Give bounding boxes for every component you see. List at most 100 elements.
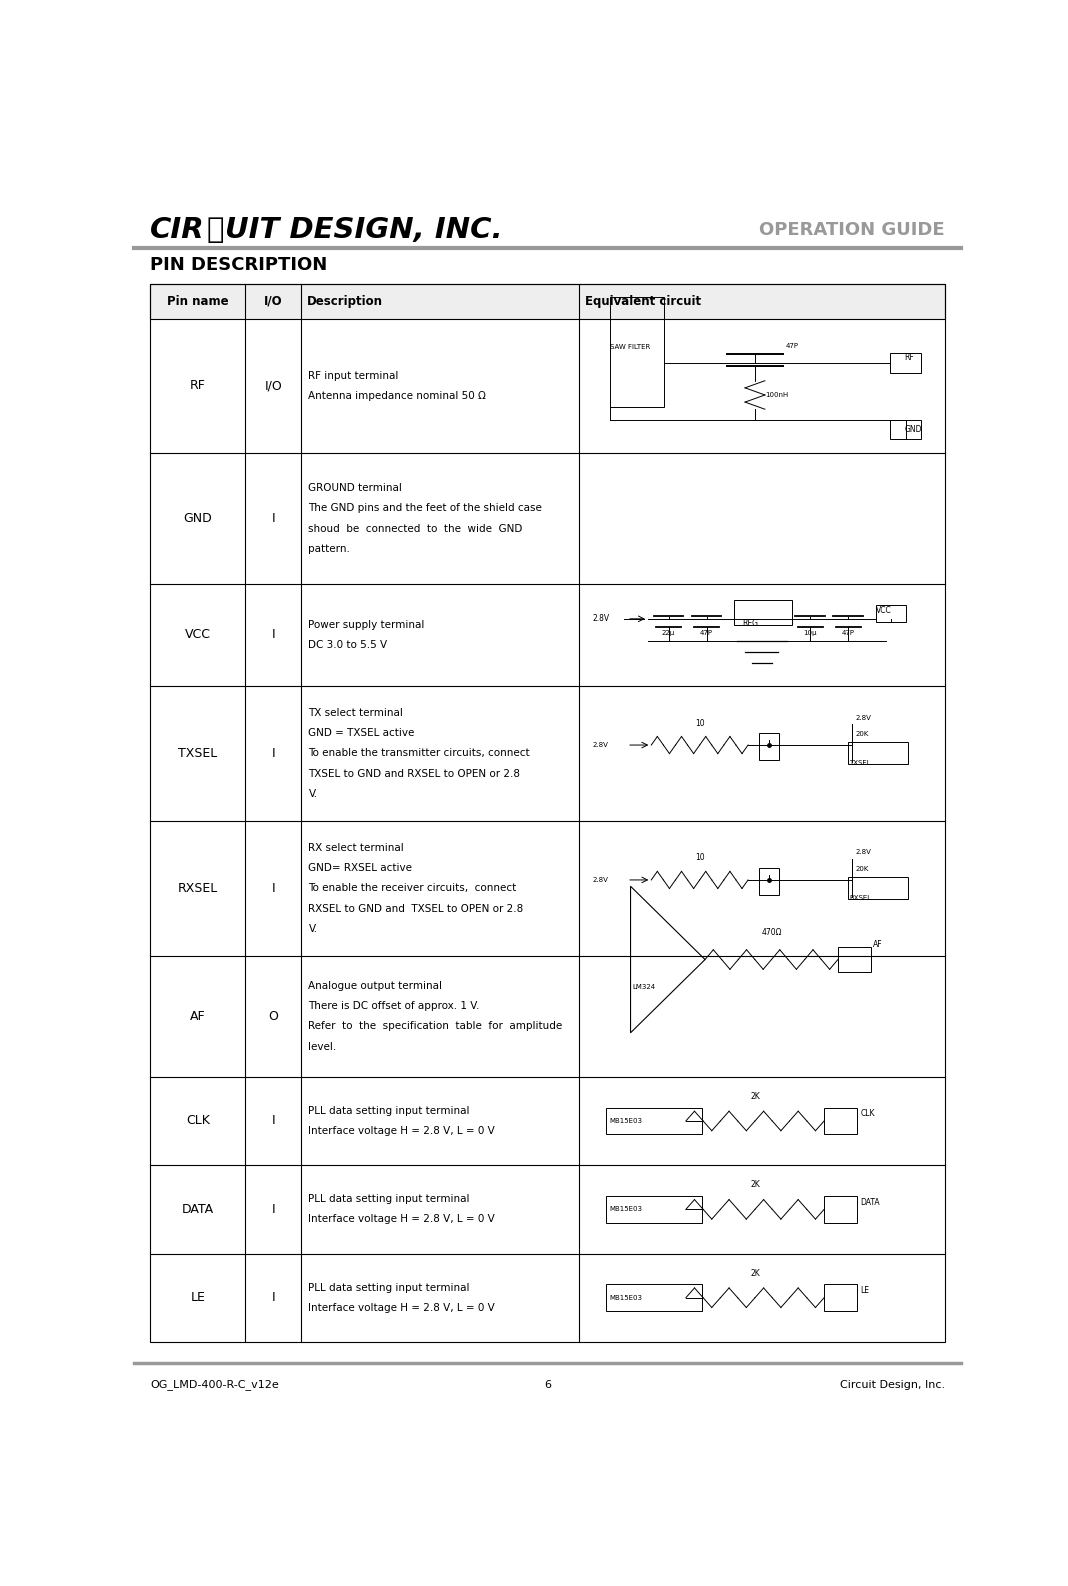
Text: CIR: CIR bbox=[150, 216, 205, 244]
Text: Interface voltage H = 2.8 V, L = 0 V: Interface voltage H = 2.8 V, L = 0 V bbox=[309, 1126, 496, 1136]
Text: Circuit Design, Inc.: Circuit Design, Inc. bbox=[839, 1380, 945, 1389]
Text: 2K: 2K bbox=[750, 1093, 759, 1101]
Text: 22μ: 22μ bbox=[662, 630, 675, 636]
Text: 20K: 20K bbox=[855, 866, 869, 872]
Text: I: I bbox=[271, 512, 276, 525]
Text: Equivalent circuit: Equivalent circuit bbox=[585, 295, 701, 308]
Text: 6: 6 bbox=[544, 1380, 551, 1389]
Bar bbox=[838, 947, 871, 972]
Text: Interface voltage H = 2.8 V, L = 0 V: Interface voltage H = 2.8 V, L = 0 V bbox=[309, 1215, 496, 1224]
Bar bbox=[824, 1107, 858, 1134]
Text: GND: GND bbox=[184, 512, 213, 525]
Text: I/O: I/O bbox=[265, 379, 282, 392]
Text: PLL data setting input terminal: PLL data setting input terminal bbox=[309, 1105, 470, 1117]
Text: Ⓠ: Ⓠ bbox=[206, 216, 224, 244]
Text: 10: 10 bbox=[695, 853, 705, 863]
Text: There is DC offset of approx. 1 V.: There is DC offset of approx. 1 V. bbox=[309, 1001, 480, 1012]
Text: I: I bbox=[271, 882, 276, 895]
Text: TXSEL: TXSEL bbox=[849, 760, 871, 766]
Text: 2K: 2K bbox=[750, 1180, 759, 1190]
Text: 2.8V: 2.8V bbox=[855, 715, 871, 720]
Text: REG: REG bbox=[742, 619, 758, 628]
Bar bbox=[824, 1285, 858, 1312]
Text: VCC: VCC bbox=[876, 606, 892, 615]
Text: LM324: LM324 bbox=[632, 983, 656, 990]
Text: CLK: CLK bbox=[186, 1115, 209, 1128]
Text: RXSEL: RXSEL bbox=[177, 882, 218, 895]
Bar bbox=[890, 354, 922, 373]
Text: GND: GND bbox=[905, 425, 922, 435]
Text: OPERATION GUIDE: OPERATION GUIDE bbox=[759, 220, 945, 239]
Text: O: O bbox=[268, 1010, 278, 1023]
Text: I: I bbox=[271, 1291, 276, 1304]
Text: Interface voltage H = 2.8 V, L = 0 V: Interface voltage H = 2.8 V, L = 0 V bbox=[309, 1302, 496, 1313]
Text: I: I bbox=[271, 1202, 276, 1216]
Text: MB15E03: MB15E03 bbox=[610, 1294, 643, 1301]
Text: level.: level. bbox=[309, 1042, 336, 1052]
Text: DATA: DATA bbox=[182, 1202, 214, 1216]
Text: LE: LE bbox=[190, 1291, 205, 1304]
Bar bbox=[890, 420, 922, 439]
Bar bbox=[848, 877, 908, 899]
Text: MB15E03: MB15E03 bbox=[610, 1207, 643, 1212]
Text: GND= RXSEL active: GND= RXSEL active bbox=[309, 863, 412, 874]
Bar bbox=[607, 1285, 702, 1312]
Text: shoud  be  connected  to  the  wide  GND: shoud be connected to the wide GND bbox=[309, 523, 523, 533]
Text: UIT DESIGN, INC.: UIT DESIGN, INC. bbox=[224, 216, 502, 244]
Text: VCC: VCC bbox=[185, 628, 210, 641]
Text: 2.8V: 2.8V bbox=[593, 742, 609, 749]
Text: 20K: 20K bbox=[855, 731, 869, 737]
Text: PLL data setting input terminal: PLL data setting input terminal bbox=[309, 1194, 470, 1204]
Bar bbox=[607, 1107, 702, 1134]
Text: 100nH: 100nH bbox=[765, 392, 788, 398]
Bar bbox=[824, 1196, 858, 1223]
Text: Pin name: Pin name bbox=[167, 295, 229, 308]
Text: I/O: I/O bbox=[264, 295, 283, 308]
Text: AF: AF bbox=[873, 940, 882, 950]
Text: GND = TXSEL active: GND = TXSEL active bbox=[309, 728, 414, 739]
Text: RF input terminal: RF input terminal bbox=[309, 371, 398, 381]
Text: RX select terminal: RX select terminal bbox=[309, 844, 404, 853]
Text: V.: V. bbox=[309, 923, 317, 934]
Text: 47P: 47P bbox=[842, 630, 854, 636]
Text: 2.8V: 2.8V bbox=[593, 614, 610, 623]
Text: Refer  to  the  specification  table  for  amplitude: Refer to the specification table for amp… bbox=[309, 1021, 563, 1031]
Text: MB15E03: MB15E03 bbox=[610, 1118, 643, 1124]
Text: Antenna impedance nominal 50 Ω: Antenna impedance nominal 50 Ω bbox=[309, 392, 486, 401]
Text: V.: V. bbox=[309, 788, 317, 799]
Bar bbox=[610, 297, 663, 408]
Bar bbox=[150, 284, 944, 319]
Text: 2K: 2K bbox=[750, 1269, 759, 1278]
Text: To enable the transmitter circuits, connect: To enable the transmitter circuits, conn… bbox=[309, 749, 530, 758]
Text: pattern.: pattern. bbox=[309, 544, 350, 554]
Text: 10: 10 bbox=[695, 718, 705, 728]
Text: PLL data setting input terminal: PLL data setting input terminal bbox=[309, 1283, 470, 1293]
Bar bbox=[876, 604, 906, 622]
Text: RF: RF bbox=[190, 379, 206, 392]
Text: CLK: CLK bbox=[861, 1109, 875, 1118]
Bar bbox=[607, 1196, 702, 1223]
Bar bbox=[848, 742, 908, 764]
Text: 2.8V: 2.8V bbox=[855, 850, 871, 855]
Text: 10μ: 10μ bbox=[803, 630, 817, 636]
Text: PIN DESCRIPTION: PIN DESCRIPTION bbox=[150, 255, 327, 274]
Text: TXSEL: TXSEL bbox=[178, 747, 218, 760]
Text: 470Ω: 470Ω bbox=[761, 928, 782, 937]
Text: I: I bbox=[271, 747, 276, 760]
Text: To enable the receiver circuits,  connect: To enable the receiver circuits, connect bbox=[309, 883, 517, 893]
Text: 47P: 47P bbox=[786, 343, 799, 349]
Bar bbox=[150, 284, 944, 1342]
Text: RXSEL: RXSEL bbox=[849, 895, 871, 901]
Text: RXSEL to GND and  TXSEL to OPEN or 2.8: RXSEL to GND and TXSEL to OPEN or 2.8 bbox=[309, 904, 523, 914]
Text: Power supply terminal: Power supply terminal bbox=[309, 620, 425, 630]
Text: RF: RF bbox=[905, 354, 914, 362]
Text: AF: AF bbox=[190, 1010, 205, 1023]
Text: 47P: 47P bbox=[701, 630, 713, 636]
Text: DATA: DATA bbox=[861, 1197, 880, 1207]
Text: I: I bbox=[271, 628, 276, 641]
Text: Analogue output terminal: Analogue output terminal bbox=[309, 982, 442, 991]
Bar bbox=[759, 733, 779, 760]
Text: Description: Description bbox=[307, 295, 382, 308]
Text: I: I bbox=[271, 1115, 276, 1128]
Text: DC 3.0 to 5.5 V: DC 3.0 to 5.5 V bbox=[309, 639, 388, 650]
